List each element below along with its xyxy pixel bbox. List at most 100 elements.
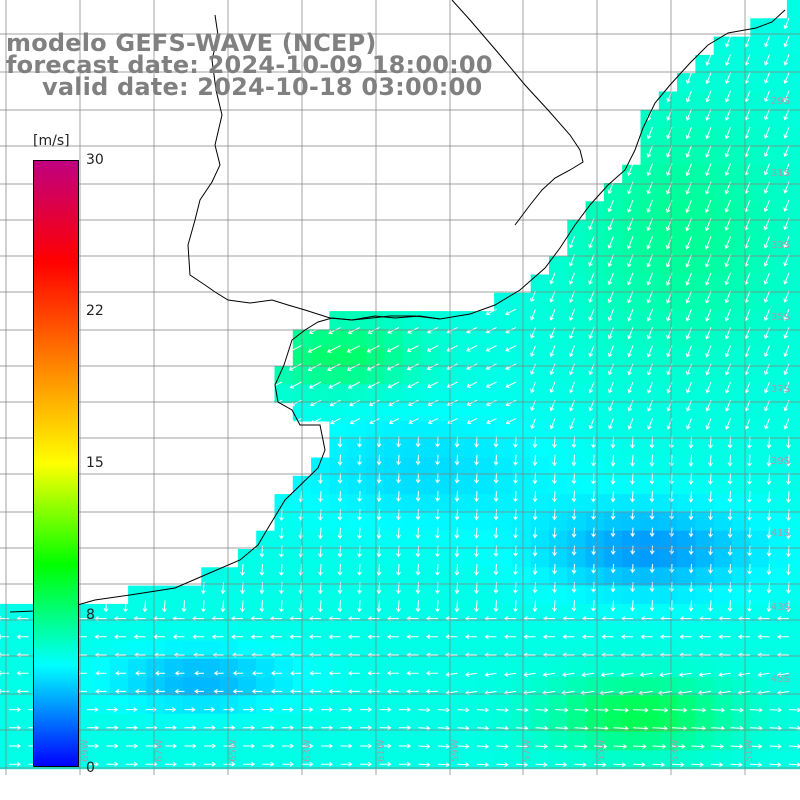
wind-arrow — [608, 363, 614, 376]
wind-arrow — [554, 744, 568, 749]
wind-arrow — [588, 363, 595, 376]
field-cell — [0, 677, 19, 696]
wind-arrow — [532, 545, 538, 557]
wind-arrow — [426, 345, 439, 352]
field-cell — [658, 585, 678, 605]
wind-arrow — [503, 672, 517, 677]
field-cell — [494, 366, 513, 385]
wind-arrow — [766, 491, 772, 504]
wind-arrow — [360, 725, 373, 731]
field-cell — [713, 73, 733, 93]
field-cell — [768, 457, 788, 477]
field-cell — [603, 384, 623, 404]
wind-arrow — [649, 491, 655, 503]
field-cell — [366, 658, 385, 678]
field-cell — [439, 384, 459, 404]
field-cell — [0, 622, 19, 642]
field-cell — [622, 311, 642, 330]
field-cell — [329, 549, 349, 568]
wind-arrow — [243, 743, 256, 749]
wind-arrow — [396, 509, 401, 521]
field-cell — [494, 329, 513, 349]
field-cell — [274, 549, 294, 568]
wind-arrow — [407, 381, 419, 389]
wind-arrow — [337, 472, 343, 484]
field-cell — [732, 366, 751, 385]
field-cell — [567, 640, 587, 660]
field-cell — [713, 640, 733, 660]
wind-arrow — [783, 163, 790, 176]
wind-arrow — [749, 762, 763, 768]
wind-arrow — [282, 743, 295, 749]
field-cell — [713, 658, 733, 678]
wind-arrow — [181, 600, 187, 613]
wind-arrow — [454, 491, 460, 502]
field-cell — [585, 329, 605, 349]
wind-arrow — [435, 454, 440, 466]
field-cell — [713, 439, 733, 459]
field-cell — [622, 402, 642, 422]
wind-arrow — [610, 527, 616, 538]
wind-arrow — [289, 381, 302, 389]
field-cell — [530, 384, 550, 404]
wind-arrow — [685, 127, 692, 140]
wind-arrow — [466, 345, 478, 352]
field-cell — [713, 585, 733, 605]
wind-arrow — [725, 72, 731, 85]
field-cell — [567, 567, 587, 587]
field-cell — [183, 640, 202, 660]
wind-arrow — [727, 527, 733, 539]
field-cell — [768, 91, 788, 111]
field-cell — [786, 311, 800, 330]
wind-arrow — [769, 725, 783, 731]
field-cell — [732, 73, 751, 93]
field-cell — [732, 146, 751, 166]
field-cell — [732, 494, 751, 513]
wind-arrow — [425, 670, 438, 676]
wind-arrow — [630, 454, 635, 467]
wind-arrow — [769, 744, 782, 749]
field-cell — [695, 347, 715, 367]
field-cell — [494, 439, 513, 459]
field-cell — [384, 695, 404, 715]
wind-arrow — [764, 363, 770, 376]
field-cell — [109, 640, 129, 660]
wind-arrow — [688, 472, 694, 485]
field-cell — [311, 530, 330, 550]
wind-arrow — [396, 527, 401, 540]
field-cell — [750, 677, 770, 696]
wind-arrow — [593, 707, 610, 713]
wind-arrow — [776, 634, 789, 640]
field-cell — [256, 750, 276, 770]
field-cell — [732, 530, 751, 550]
wind-arrow — [632, 762, 646, 768]
wind-arrow — [724, 272, 731, 286]
field-cell — [329, 494, 349, 513]
field-cell — [91, 658, 111, 678]
wind-arrow — [9, 725, 22, 731]
field-cell — [366, 622, 385, 642]
wind-arrow — [649, 600, 655, 612]
field-cell — [713, 36, 733, 56]
field-cell — [329, 457, 349, 477]
wind-arrow — [788, 762, 800, 768]
field-cell — [366, 439, 385, 459]
field-cell — [732, 128, 751, 147]
field-cell — [567, 366, 587, 385]
field-cell — [457, 658, 477, 678]
wind-arrow — [600, 672, 614, 678]
wind-arrow — [474, 563, 479, 576]
field-cell — [622, 732, 642, 751]
field-cell — [457, 585, 477, 605]
wind-arrow — [340, 743, 353, 749]
lat-label: 35S — [771, 312, 790, 323]
wind-arrow — [786, 509, 791, 522]
field-cell — [567, 658, 587, 678]
wind-arrow — [310, 417, 322, 425]
wind-arrow — [133, 634, 146, 640]
field-cell — [237, 695, 257, 715]
wind-arrow — [357, 491, 362, 503]
field-cell — [329, 475, 349, 495]
wind-arrow — [766, 454, 772, 467]
